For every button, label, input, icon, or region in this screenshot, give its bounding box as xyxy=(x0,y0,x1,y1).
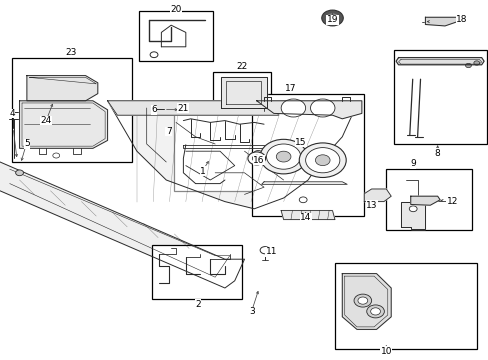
Polygon shape xyxy=(20,101,107,148)
Text: 17: 17 xyxy=(285,84,296,93)
Polygon shape xyxy=(27,76,98,101)
Circle shape xyxy=(408,206,416,212)
Text: 3: 3 xyxy=(248,307,254,316)
Circle shape xyxy=(473,61,479,65)
Circle shape xyxy=(325,13,339,23)
Text: 12: 12 xyxy=(446,197,457,206)
Circle shape xyxy=(266,144,300,169)
Circle shape xyxy=(357,297,367,304)
Circle shape xyxy=(253,150,262,157)
Circle shape xyxy=(256,152,260,155)
Circle shape xyxy=(299,143,346,177)
Circle shape xyxy=(353,294,371,307)
Text: 9: 9 xyxy=(409,159,415,168)
Circle shape xyxy=(366,305,384,318)
Polygon shape xyxy=(342,274,390,329)
Text: 13: 13 xyxy=(365,201,377,210)
Polygon shape xyxy=(221,77,266,108)
Circle shape xyxy=(53,153,60,158)
Polygon shape xyxy=(400,200,425,229)
Circle shape xyxy=(321,10,343,26)
Circle shape xyxy=(299,197,306,203)
Polygon shape xyxy=(107,101,278,115)
Text: 19: 19 xyxy=(326,15,338,24)
Text: 1: 1 xyxy=(200,166,205,175)
Text: 8: 8 xyxy=(434,149,440,158)
Text: 6: 6 xyxy=(151,105,157,114)
Circle shape xyxy=(247,152,265,165)
Text: 16: 16 xyxy=(253,156,264,165)
Bar xyxy=(173,112,271,191)
Text: 23: 23 xyxy=(65,48,77,57)
Circle shape xyxy=(310,99,334,117)
Text: 20: 20 xyxy=(170,4,182,13)
Text: 4: 4 xyxy=(9,109,15,118)
Bar xyxy=(139,11,212,61)
Polygon shape xyxy=(281,211,334,220)
Bar xyxy=(334,263,476,349)
Text: 10: 10 xyxy=(380,346,391,356)
Text: 22: 22 xyxy=(236,62,247,71)
Circle shape xyxy=(370,308,380,315)
Circle shape xyxy=(276,151,290,162)
Text: 18: 18 xyxy=(455,15,467,24)
Text: 5: 5 xyxy=(24,139,30,148)
Bar xyxy=(393,50,486,144)
Bar xyxy=(12,58,132,162)
Polygon shape xyxy=(395,58,483,65)
Text: 11: 11 xyxy=(265,248,277,256)
Polygon shape xyxy=(425,17,459,26)
Text: 15: 15 xyxy=(294,138,306,147)
Polygon shape xyxy=(0,162,244,288)
Bar xyxy=(151,245,242,299)
Circle shape xyxy=(150,52,158,58)
Circle shape xyxy=(465,63,470,68)
Bar xyxy=(251,94,364,216)
Circle shape xyxy=(315,155,329,166)
Bar xyxy=(212,72,271,115)
Circle shape xyxy=(16,170,23,176)
Polygon shape xyxy=(410,196,439,205)
Circle shape xyxy=(260,247,269,254)
Text: 24: 24 xyxy=(41,116,52,125)
Circle shape xyxy=(305,148,339,173)
Text: 14: 14 xyxy=(299,213,311,222)
Polygon shape xyxy=(107,101,351,209)
Polygon shape xyxy=(364,189,390,202)
Bar xyxy=(386,169,471,230)
Text: 7: 7 xyxy=(165,127,171,136)
Text: 21: 21 xyxy=(177,104,189,112)
Circle shape xyxy=(281,99,305,117)
Polygon shape xyxy=(256,101,361,119)
Circle shape xyxy=(252,155,261,162)
Text: 2: 2 xyxy=(195,300,201,309)
Circle shape xyxy=(260,139,306,174)
